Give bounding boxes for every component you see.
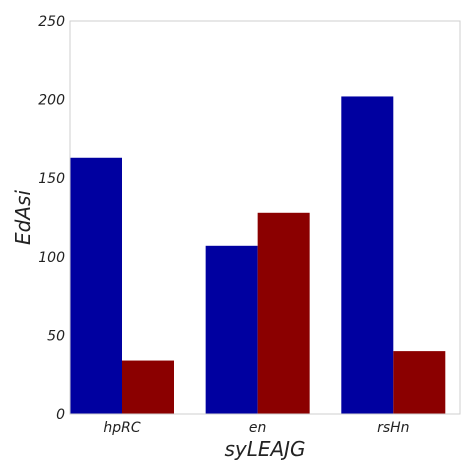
y-tick-label: 250 [38,14,65,30]
bar-series-1-hpRC [70,157,122,414]
bar-series-1-rsHn [341,96,394,415]
x-axis: hpRC en rsHn [103,420,409,436]
y-axis: 0 50 100 150 200 250 [38,14,65,423]
bar-series-2-hpRC [122,360,174,414]
y-tick-label: 200 [38,93,65,109]
x-tick-label: en [249,420,267,436]
bars-layer [70,96,446,415]
y-tick-label: 150 [38,171,65,187]
y-axis-title: EdAsi [11,190,35,245]
plot-area-frame [69,20,461,415]
x-axis-title: syLEAJG [224,437,305,461]
bar-series-2-en [257,212,310,414]
y-tick-label: 0 [56,407,65,423]
bar-series-1-en [205,245,258,414]
y-tick-label: 50 [47,328,65,344]
x-tick-label: rsHn [377,420,409,436]
bar-series-2-rsHn [393,351,446,414]
y-tick-label: 100 [38,250,65,266]
x-tick-label: hpRC [103,420,140,436]
